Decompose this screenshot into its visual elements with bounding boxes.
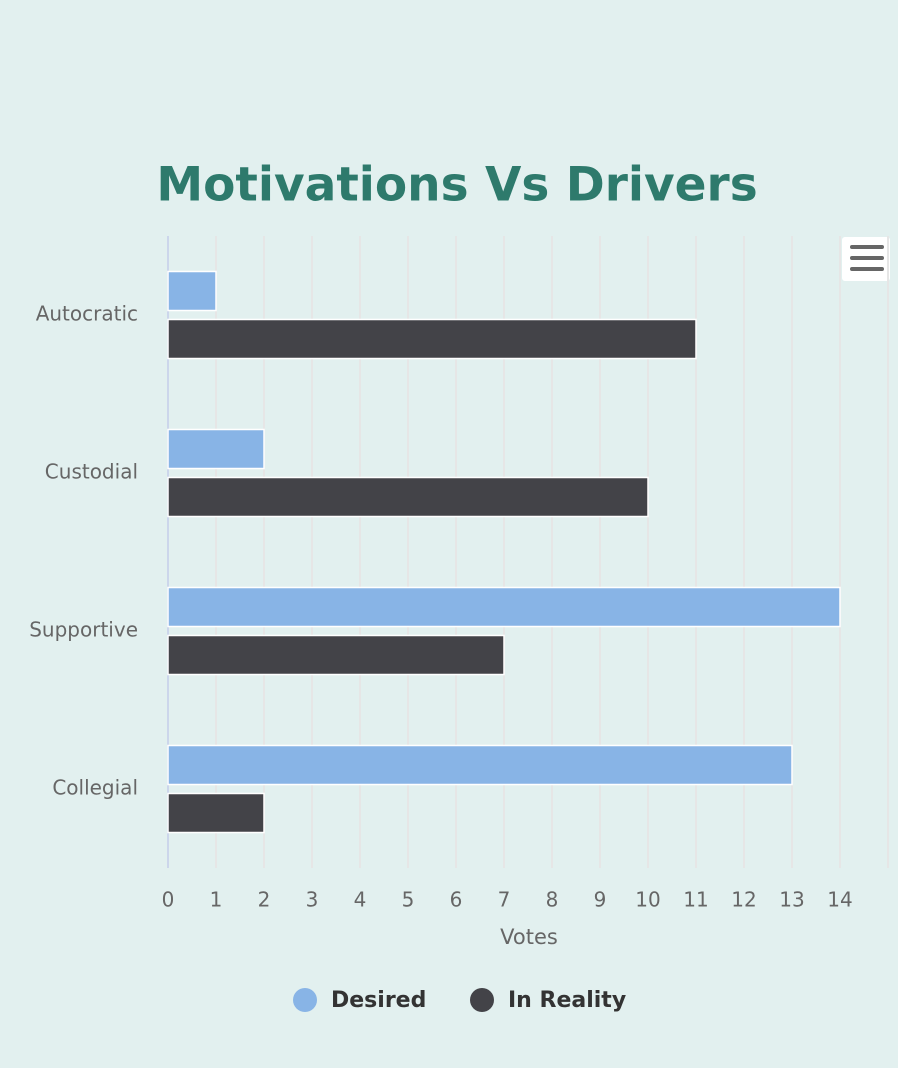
x-tick-label: 1	[210, 888, 223, 912]
x-tick-label: 14	[827, 888, 852, 912]
bar	[167, 634, 505, 676]
chart-title: Motivations Vs Drivers	[156, 158, 757, 213]
x-tick-label: 11	[683, 888, 708, 912]
bar	[167, 428, 265, 470]
bar	[167, 318, 697, 360]
legend-label: Desired	[331, 988, 426, 1013]
menu-line	[850, 245, 884, 249]
menu-line	[850, 267, 884, 271]
x-tick-label: 5	[402, 888, 415, 912]
y-tick-label: Collegial	[52, 776, 138, 800]
y-tick-label: Autocratic	[36, 302, 138, 326]
x-tick-label: 13	[779, 888, 804, 912]
menu-line	[850, 256, 884, 260]
y-tick-label: Supportive	[29, 618, 138, 642]
legend-label: In Reality	[508, 988, 626, 1013]
bar	[167, 792, 265, 834]
bar	[167, 270, 217, 312]
x-tick-label: 4	[354, 888, 367, 912]
x-tick-label: 8	[546, 888, 559, 912]
menu-button[interactable]	[842, 237, 890, 281]
x-axis-label: Votes	[500, 925, 558, 949]
x-tick-label: 7	[498, 888, 511, 912]
x-tick-label: 0	[162, 888, 175, 912]
x-tick-label: 6	[450, 888, 463, 912]
bar	[167, 744, 793, 786]
x-tick-label: 12	[731, 888, 756, 912]
y-tick-label: Custodial	[45, 460, 138, 484]
x-tick-label: 2	[258, 888, 271, 912]
bar	[167, 586, 841, 628]
legend-marker	[470, 988, 494, 1012]
x-tick-label: 10	[635, 888, 660, 912]
x-tick-label: 9	[594, 888, 607, 912]
legend-marker	[293, 988, 317, 1012]
bar	[167, 476, 649, 518]
x-tick-label: 3	[306, 888, 319, 912]
